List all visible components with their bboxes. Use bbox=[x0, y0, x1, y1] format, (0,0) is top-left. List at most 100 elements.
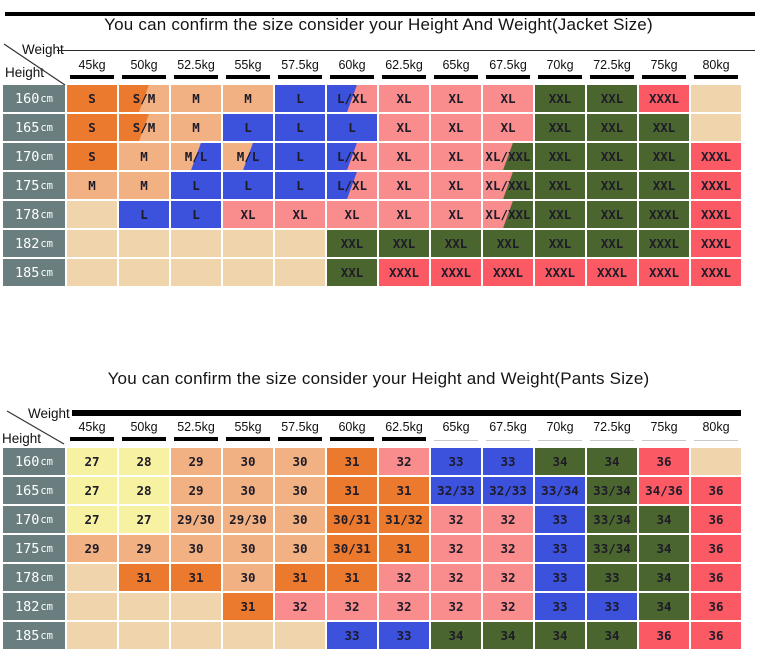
size-cell: XXL bbox=[587, 114, 637, 141]
column-underline bbox=[174, 75, 218, 79]
weight-column-label: 67.5kg bbox=[489, 420, 527, 434]
size-cell: 33 bbox=[587, 564, 637, 591]
jacket-weight-rule bbox=[57, 50, 755, 51]
weight-column-label: 57.5kg bbox=[281, 58, 319, 72]
height-row-header: 185 cm bbox=[3, 622, 65, 649]
size-cell: 36 bbox=[639, 448, 689, 475]
size-cell: 31 bbox=[379, 477, 429, 504]
size-cell: 32/33 bbox=[431, 477, 481, 504]
size-cell: XXL bbox=[379, 230, 429, 257]
empty-cell bbox=[119, 230, 169, 257]
size-cell: L bbox=[223, 172, 273, 199]
weight-column-header: 80kg bbox=[691, 58, 741, 79]
weight-column-label: 60kg bbox=[338, 58, 366, 72]
weight-column-label: 60kg bbox=[338, 420, 366, 434]
size-cell: 34 bbox=[639, 535, 689, 562]
pants-size-grid: 160 cm 27 28 29 30 30 31 32 33 33 34 34 36 165 cm 27 28 29… bbox=[3, 448, 741, 649]
column-underline bbox=[226, 437, 270, 441]
size-cell: 29 bbox=[171, 477, 221, 504]
column-underline bbox=[70, 437, 114, 441]
height-row-header: 185 cm bbox=[3, 259, 65, 286]
size-cell: 29 bbox=[67, 535, 117, 562]
size-cell: XXXL bbox=[379, 259, 429, 286]
pants-weight-rule bbox=[72, 410, 741, 416]
size-cell: XXXL bbox=[691, 172, 741, 199]
empty-cell bbox=[67, 230, 117, 257]
size-cell: XXXL bbox=[691, 201, 741, 228]
size-cell: 34 bbox=[639, 506, 689, 533]
size-cell: 34 bbox=[639, 564, 689, 591]
weight-column-label: 65kg bbox=[442, 58, 470, 72]
column-underline bbox=[434, 440, 478, 441]
weight-column-header: 55kg bbox=[223, 420, 273, 441]
size-cell: S bbox=[67, 85, 117, 112]
empty-cell bbox=[119, 593, 169, 620]
size-cell: L bbox=[275, 85, 325, 112]
size-cell: XXL bbox=[587, 230, 637, 257]
size-cell: XL bbox=[379, 201, 429, 228]
size-cell: XL bbox=[431, 114, 481, 141]
size-cell: 33 bbox=[587, 593, 637, 620]
weight-column-label: 80kg bbox=[702, 58, 730, 72]
size-cell: 32 bbox=[379, 593, 429, 620]
size-cell: XL bbox=[431, 85, 481, 112]
size-cell: XXL bbox=[535, 172, 585, 199]
size-cell: 32 bbox=[483, 564, 533, 591]
size-cell: XL bbox=[483, 114, 533, 141]
empty-cell bbox=[67, 564, 117, 591]
empty-cell bbox=[223, 622, 273, 649]
size-cell: 31 bbox=[275, 564, 325, 591]
empty-cell bbox=[171, 593, 221, 620]
size-cell: 31 bbox=[327, 448, 377, 475]
column-underline bbox=[642, 75, 686, 79]
empty-cell bbox=[67, 259, 117, 286]
size-cell: 31 bbox=[327, 564, 377, 591]
column-underline bbox=[278, 75, 322, 79]
size-cell: 34/36 bbox=[639, 477, 689, 504]
size-cell: 36 bbox=[691, 477, 741, 504]
empty-cell bbox=[171, 230, 221, 257]
size-cell: 33 bbox=[327, 622, 377, 649]
size-cell: 34 bbox=[587, 448, 637, 475]
weight-column-header: 52.5kg bbox=[171, 58, 221, 79]
size-cell: XXL bbox=[639, 172, 689, 199]
size-cell: 33 bbox=[483, 448, 533, 475]
weight-column-label: 57.5kg bbox=[281, 420, 319, 434]
size-cell: XXL bbox=[587, 143, 637, 170]
size-cell: 32 bbox=[379, 448, 429, 475]
weight-column-label: 55kg bbox=[234, 58, 262, 72]
column-underline bbox=[538, 440, 582, 441]
size-cell: 34 bbox=[639, 593, 689, 620]
weight-column-label: 45kg bbox=[78, 420, 106, 434]
size-cell: 34 bbox=[535, 622, 585, 649]
weight-column-label: 75kg bbox=[650, 58, 678, 72]
weight-column-label: 55kg bbox=[234, 420, 262, 434]
size-cell: XXXL bbox=[639, 230, 689, 257]
weight-column-header: 65kg bbox=[431, 58, 481, 79]
height-row-header: 175 cm bbox=[3, 535, 65, 562]
empty-cell bbox=[223, 230, 273, 257]
weight-column-label: 52.5kg bbox=[177, 58, 215, 72]
pants-weight-column-labels: 45kg 50kg 52.5kg 55kg 57.5kg 60kg 62.5kg 65kg 67… bbox=[67, 420, 743, 441]
size-cell: 30 bbox=[223, 477, 273, 504]
column-underline bbox=[330, 75, 374, 79]
size-cell: 30 bbox=[275, 535, 325, 562]
size-cell: XXL bbox=[535, 85, 585, 112]
column-underline bbox=[434, 75, 478, 79]
size-cell: S bbox=[67, 114, 117, 141]
size-cell: 31 bbox=[223, 593, 273, 620]
size-cell: 34 bbox=[483, 622, 533, 649]
weight-column-header: 52.5kg bbox=[171, 420, 221, 441]
size-cell: XXXL bbox=[587, 259, 637, 286]
size-cell: 36 bbox=[691, 506, 741, 533]
size-cell: XXL bbox=[639, 143, 689, 170]
height-row-header: 160 cm bbox=[3, 85, 65, 112]
weight-column-header: 67.5kg bbox=[483, 58, 533, 79]
size-cell: 28 bbox=[119, 448, 169, 475]
size-cell: 32/33 bbox=[483, 477, 533, 504]
weight-column-label: 80kg bbox=[702, 420, 730, 434]
column-underline bbox=[694, 440, 738, 441]
size-cell: XL bbox=[327, 201, 377, 228]
weight-column-header: 60kg bbox=[327, 58, 377, 79]
size-cell: 30 bbox=[275, 477, 325, 504]
